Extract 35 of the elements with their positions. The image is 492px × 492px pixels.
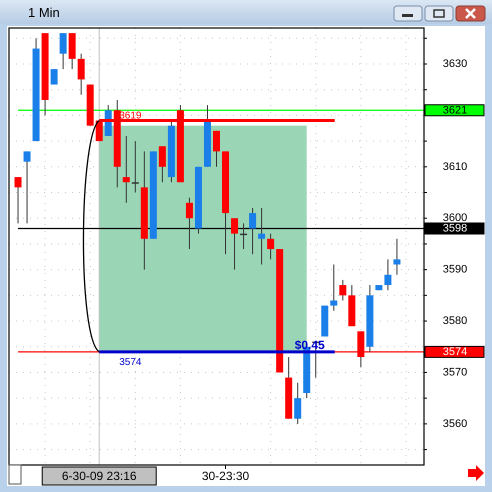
candlestick bbox=[14, 176, 22, 224]
candlestick bbox=[158, 146, 166, 183]
chart-title: 1 Min bbox=[28, 5, 60, 20]
candlestick bbox=[132, 140, 139, 194]
candlestick bbox=[60, 32, 67, 70]
y-tick-label: 3580 bbox=[442, 315, 468, 328]
ref-line-label: 3619 bbox=[119, 110, 142, 122]
y-tick-label: 3560 bbox=[442, 418, 468, 430]
candlestick bbox=[24, 150, 31, 224]
y-tick-label: 3630 bbox=[442, 58, 468, 70]
candlestick bbox=[330, 264, 338, 312]
candlestick bbox=[240, 222, 248, 250]
candlestick bbox=[249, 207, 256, 255]
candlestick bbox=[258, 207, 266, 265]
ref-line-label: 3621 bbox=[442, 104, 468, 116]
candlestick bbox=[393, 238, 400, 276]
x-tick-label: 6-30-09 23:16 bbox=[62, 469, 137, 483]
y-tick-label: 3590 bbox=[442, 264, 468, 276]
y-tick-label: 3570 bbox=[442, 366, 468, 378]
candlestick bbox=[267, 233, 274, 260]
candlestick bbox=[186, 197, 193, 250]
candlestick bbox=[122, 135, 130, 204]
candlestick bbox=[294, 382, 302, 424]
ref-line-label: 3574 bbox=[119, 356, 142, 368]
ref-line-label: 3574 bbox=[442, 346, 468, 358]
candlestick bbox=[50, 68, 58, 86]
y-tick-label: 3610 bbox=[442, 160, 468, 173]
ref-line-label: 3598 bbox=[442, 222, 468, 235]
candlestick bbox=[231, 218, 238, 270]
candlestick bbox=[213, 130, 220, 168]
x-tick-label: 30-23:30 bbox=[202, 469, 250, 483]
candlestick bbox=[339, 279, 346, 301]
candlestick bbox=[78, 53, 85, 96]
y-tick-label: 3600 bbox=[442, 212, 468, 224]
candlestick bbox=[384, 258, 392, 291]
